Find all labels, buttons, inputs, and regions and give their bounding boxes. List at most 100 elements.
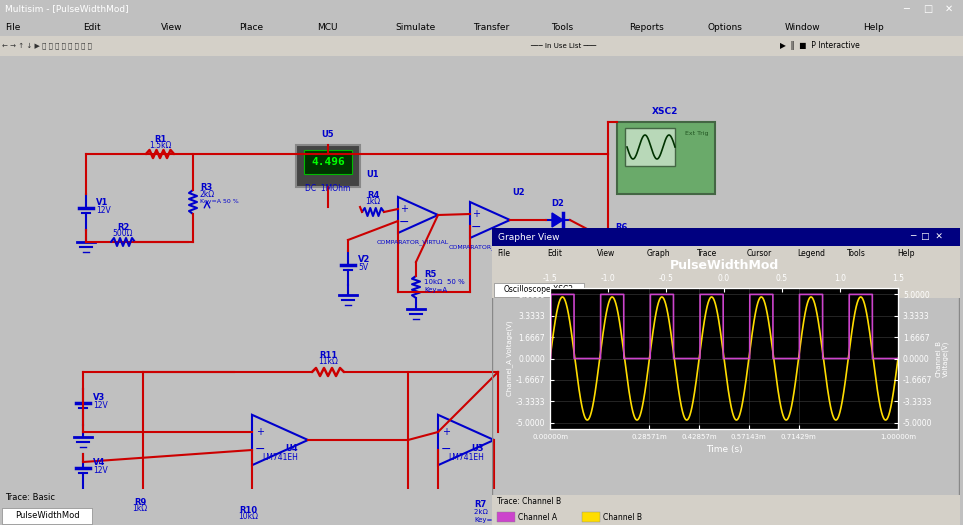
Text: +: + — [400, 204, 408, 214]
Text: −: − — [441, 443, 452, 456]
Text: LM741EH: LM741EH — [262, 453, 298, 461]
Text: XSC2: XSC2 — [652, 107, 678, 116]
Text: Edit: Edit — [547, 249, 562, 258]
Text: 10kΩ: 10kΩ — [238, 512, 258, 521]
Text: Transfer: Transfer — [473, 23, 509, 32]
Text: Graph: Graph — [647, 249, 670, 258]
Text: DC  1MOhm: DC 1MOhm — [305, 184, 351, 193]
Text: Simulate: Simulate — [395, 23, 435, 32]
Text: −: − — [255, 443, 266, 456]
Bar — [494, 283, 584, 297]
Text: 12V: 12V — [93, 401, 108, 410]
Text: R9: R9 — [134, 498, 146, 507]
Bar — [296, 145, 360, 187]
Text: 1kΩ: 1kΩ — [615, 230, 630, 239]
Text: +: + — [256, 427, 265, 437]
Bar — [492, 495, 960, 509]
Text: Grapher View: Grapher View — [498, 233, 560, 242]
Bar — [492, 282, 960, 298]
Bar — [582, 512, 600, 522]
Text: COMPARATOR_VIRTUAL: COMPARATOR_VIRTUAL — [449, 244, 521, 250]
Text: Cursor: Cursor — [747, 249, 772, 258]
Text: View: View — [161, 23, 183, 32]
Bar — [304, 150, 352, 174]
Text: 10kΩ  50 %: 10kΩ 50 % — [424, 279, 465, 285]
Text: 2kΩ  50 %: 2kΩ 50 % — [474, 509, 510, 515]
Bar — [492, 262, 960, 282]
Polygon shape — [552, 213, 563, 227]
Text: R7: R7 — [474, 500, 486, 509]
Text: 12V: 12V — [93, 466, 108, 475]
Text: U3: U3 — [471, 444, 483, 453]
Text: ─  □  ✕: ─ □ ✕ — [910, 233, 943, 242]
Text: +: + — [472, 209, 480, 219]
Text: 1.5kΩ: 1.5kΩ — [149, 141, 171, 150]
Text: +: + — [442, 427, 451, 437]
Text: Trace: Trace — [697, 249, 717, 258]
Text: R6: R6 — [615, 223, 627, 232]
Text: ─── In Use List ───: ─── In Use List ─── — [530, 43, 596, 49]
Y-axis label: Channel_A Voltage(V): Channel_A Voltage(V) — [507, 321, 513, 396]
Text: 1kΩ: 1kΩ — [365, 197, 380, 206]
Text: R11: R11 — [319, 351, 337, 360]
Text: MCU: MCU — [317, 23, 337, 32]
Text: ▶  ‖  ■  P Interactive: ▶ ‖ ■ P Interactive — [780, 41, 860, 50]
Text: R10: R10 — [239, 506, 257, 515]
Text: U4: U4 — [285, 444, 298, 453]
Text: PulseWidthMod: PulseWidthMod — [14, 511, 79, 520]
Text: 500Ω: 500Ω — [113, 229, 133, 238]
Text: V1: V1 — [96, 198, 109, 207]
Bar — [492, 228, 960, 246]
Text: −: − — [399, 215, 409, 228]
Text: Tools: Tools — [847, 249, 866, 258]
Text: R3: R3 — [200, 183, 212, 192]
Text: 11kΩ: 11kΩ — [318, 357, 338, 366]
Bar — [2, 508, 92, 524]
Text: R2: R2 — [117, 223, 129, 232]
Text: File: File — [497, 249, 510, 258]
Text: 2kΩ: 2kΩ — [200, 190, 215, 199]
Title: PulseWidthMod: PulseWidthMod — [669, 259, 779, 271]
Text: U2: U2 — [512, 188, 525, 197]
Text: Channel B: Channel B — [603, 512, 642, 521]
Text: 12V: 12V — [96, 206, 111, 215]
Bar — [625, 128, 675, 166]
Text: R1: R1 — [154, 135, 167, 144]
Text: Key=A 50 %: Key=A 50 % — [200, 199, 239, 204]
Text: Oscilloscope-XSC2: Oscilloscope-XSC2 — [504, 286, 574, 295]
Y-axis label: Channel_B
Voltage(V): Channel_B Voltage(V) — [935, 340, 950, 377]
Text: ← → ↑ ↓ ▶ ⬛ ⬛ ⬛ ⬛ ⬛ ⬛ ⬛ ⬛: ← → ↑ ↓ ▶ ⬛ ⬛ ⬛ ⬛ ⬛ ⬛ ⬛ ⬛ — [2, 43, 91, 49]
Text: 4.496: 4.496 — [311, 157, 345, 167]
Text: Window: Window — [785, 23, 820, 32]
Text: Trace: Channel B: Trace: Channel B — [497, 498, 561, 507]
Text: U5: U5 — [322, 130, 334, 139]
Text: Reports: Reports — [629, 23, 664, 32]
Text: Key=A: Key=A — [474, 517, 497, 523]
Text: Edit: Edit — [83, 23, 100, 32]
Text: File: File — [5, 23, 20, 32]
Text: R4: R4 — [367, 191, 379, 200]
Text: Options: Options — [707, 23, 742, 32]
Text: Key=A: Key=A — [424, 287, 447, 293]
Bar — [497, 512, 515, 522]
Bar — [617, 122, 715, 194]
Text: □: □ — [923, 4, 932, 14]
Text: R5: R5 — [424, 270, 436, 279]
Text: 1kΩ: 1kΩ — [133, 504, 147, 513]
Text: D2: D2 — [552, 199, 564, 208]
Text: Ext Trig: Ext Trig — [685, 131, 709, 136]
Text: Trace: Basic: Trace: Basic — [5, 494, 55, 502]
Bar — [492, 282, 960, 283]
Text: Place: Place — [239, 23, 263, 32]
Text: COMPARATOR_VIRTUAL: COMPARATOR_VIRTUAL — [377, 239, 449, 245]
Text: LM741EH: LM741EH — [448, 453, 484, 461]
Text: 5V: 5V — [358, 263, 368, 272]
Text: ✕: ✕ — [945, 4, 953, 14]
Text: V2: V2 — [358, 255, 371, 264]
Text: V3: V3 — [93, 393, 105, 402]
Text: ─: ─ — [903, 4, 909, 14]
Text: −: − — [471, 220, 482, 234]
Text: Multisim - [PulseWidthMod]: Multisim - [PulseWidthMod] — [5, 5, 129, 14]
Text: V4: V4 — [93, 458, 105, 467]
Text: View: View — [597, 249, 615, 258]
